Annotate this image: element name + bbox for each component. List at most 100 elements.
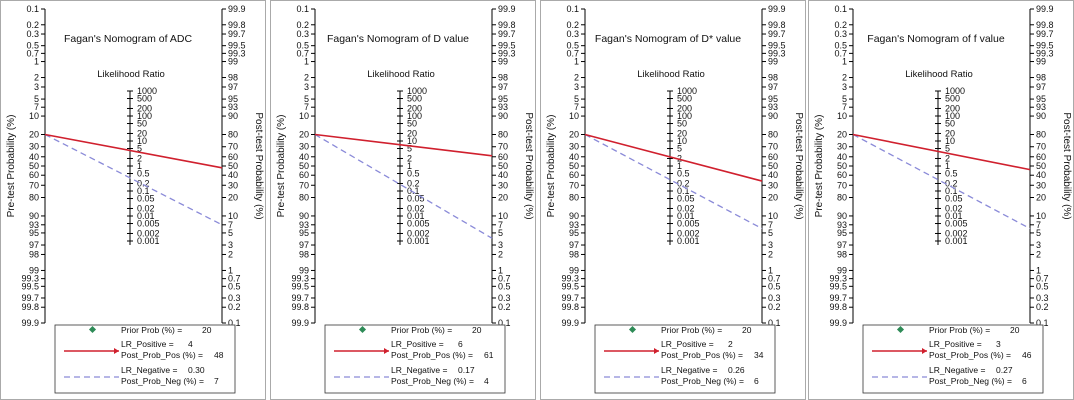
chart-title: Fagan's Nomogram of ADC: [64, 33, 192, 45]
pre-test-tick-label: 99.9: [291, 318, 309, 328]
post-test-tick-label: 99.7: [498, 29, 516, 39]
post-test-tick-label: 20: [1036, 193, 1046, 203]
post-test-tick-label: 20: [498, 193, 508, 203]
pre-test-tick-label: 99: [837, 265, 847, 275]
post-test-tick-label: 3: [768, 240, 773, 250]
legend-post-pos-label: Post_Prob_Pos (%) =: [661, 350, 743, 360]
post-test-tick-label: 95: [498, 94, 508, 104]
post-test-tick-label: 10: [1036, 211, 1046, 221]
pre-test-tick-label: 40: [29, 152, 39, 162]
lr-tick-label: 1: [407, 161, 412, 171]
post-test-tick-label: 70: [1036, 142, 1046, 152]
legend-lr-pos-label: LR_Positive =: [121, 339, 174, 349]
pre-test-tick-label: 0.5: [296, 41, 309, 51]
pre-test-tick-label: 98: [837, 249, 847, 259]
lr-tick-label: 0.001: [407, 236, 430, 246]
lr-tick-label: 0.1: [407, 186, 420, 196]
legend-post-pos-value: 48: [214, 350, 224, 360]
post-test-tick-label: 0.2: [768, 302, 781, 312]
post-test-tick-label: 40: [768, 170, 778, 180]
pre-test-tick-label: 0.3: [834, 29, 847, 39]
pre-test-tick-label: 99: [569, 265, 579, 275]
positive-lr-line: [852, 133, 1031, 171]
prior-marker: [628, 325, 637, 334]
lr-tick-label: 5: [137, 144, 142, 154]
pre-test-tick-label: 99.5: [829, 281, 847, 291]
post-test-tick-label: 99.3: [768, 48, 786, 58]
pre-test-tick-label: 93: [29, 220, 39, 230]
post-test-tick-label: 98: [1036, 73, 1046, 83]
post-test-tick-label: 50: [498, 161, 508, 171]
pre-test-tick-label: 2: [842, 73, 847, 83]
legend-prior-label: Prior Prob (%) =: [661, 325, 722, 335]
post-test-tick-label: 0.1: [768, 318, 781, 328]
pre-test-tick-label: 1: [304, 57, 309, 67]
post-test-tick-label: 1: [228, 265, 233, 275]
post-test-tick-label: 99: [498, 57, 508, 67]
pre-test-tick-label: 20: [29, 129, 39, 139]
pre-test-tick-label: 93: [837, 220, 847, 230]
pre-test-tick-label: 30: [299, 142, 309, 152]
pre-test-tick-label: 0.7: [26, 48, 39, 58]
lr-tick-label: 1: [945, 161, 950, 171]
lr-tick-label: 10: [137, 136, 147, 146]
pre-test-tick-label: 30: [569, 142, 579, 152]
pre-test-tick-label: 99.3: [291, 274, 309, 284]
pre-test-tick-label: 99.7: [829, 293, 847, 303]
pre-test-tick-label: 99.7: [291, 293, 309, 303]
pre-test-tick-label: 10: [569, 111, 579, 121]
post-test-tick-label: 30: [1036, 180, 1046, 190]
negative-lr-line: [584, 133, 763, 230]
lr-tick-label: 500: [677, 94, 692, 104]
post-test-tick-label: 40: [228, 170, 238, 180]
negative-lr-line: [44, 133, 223, 226]
post-test-tick-label: 98: [228, 73, 238, 83]
post-test-tick-label: 7: [228, 220, 233, 230]
post-test-tick-label: 50: [1036, 161, 1046, 171]
pre-test-tick-label: 2: [304, 73, 309, 83]
legend-lr-neg-value: 0.27: [996, 365, 1013, 375]
pre-test-tick-label: 70: [29, 180, 39, 190]
pre-test-tick-label: 40: [837, 152, 847, 162]
pre-test-tick-label: 5: [304, 94, 309, 104]
post-test-tick-label: 99.9: [498, 4, 516, 14]
pre-test-tick-label: 99: [299, 265, 309, 275]
post-test-tick-label: 50: [228, 161, 238, 171]
lr-tick-label: 0.2: [677, 178, 690, 188]
panel-d: D 0.10.20.30.50.712357102030405060708090…: [808, 0, 1074, 400]
post-test-tick-label: 30: [228, 180, 238, 190]
pre-test-tick-label: 30: [29, 142, 39, 152]
lr-tick-label: 20: [407, 128, 417, 138]
post-test-tick-label: 2: [1036, 249, 1041, 259]
pre-test-tick-label: 99.9: [21, 318, 39, 328]
post-test-tick-label: 0.2: [1036, 302, 1049, 312]
pre-test-tick-label: 97: [569, 240, 579, 250]
pre-test-tick-label: 1: [574, 57, 579, 67]
legend-lr-neg-value: 0.30: [188, 365, 205, 375]
pre-test-tick-label: 0.1: [26, 4, 39, 14]
post-test-tick-label: 80: [768, 129, 778, 139]
lr-axis-title: Likelihood Ratio: [637, 69, 705, 80]
post-test-tick-label: 1: [498, 265, 503, 275]
post-test-tick-label: 99.5: [228, 41, 246, 51]
lr-tick-label: 1000: [945, 86, 965, 96]
pre-test-tick-label: 0.7: [296, 48, 309, 58]
pre-test-tick-label: 99.8: [561, 302, 579, 312]
post-test-tick-label: 99.5: [498, 41, 516, 51]
post-test-tick-label: 0.7: [228, 274, 241, 284]
post-test-tick-label: 99: [1036, 57, 1046, 67]
post-test-tick-label: 93: [768, 102, 778, 112]
lr-tick-label: 100: [945, 111, 960, 121]
pre-test-tick-label: 95: [837, 228, 847, 238]
post-test-tick-label: 0.7: [498, 274, 511, 284]
panel-a: A 0.10.20.30.50.712357102030405060708090…: [0, 0, 266, 400]
post-test-tick-label: 30: [498, 180, 508, 190]
post-test-axis-title: Post-test Probability (%): [523, 112, 534, 219]
pre-test-tick-label: 99.9: [829, 318, 847, 328]
post-test-tick-label: 20: [228, 193, 238, 203]
lr-tick-label: 0.005: [677, 219, 700, 229]
lr-tick-label: 0.005: [407, 219, 430, 229]
post-test-tick-label: 7: [498, 220, 503, 230]
chart-title: Fagan's Nomogram of D value: [327, 33, 469, 45]
lr-tick-label: 0.05: [677, 194, 695, 204]
